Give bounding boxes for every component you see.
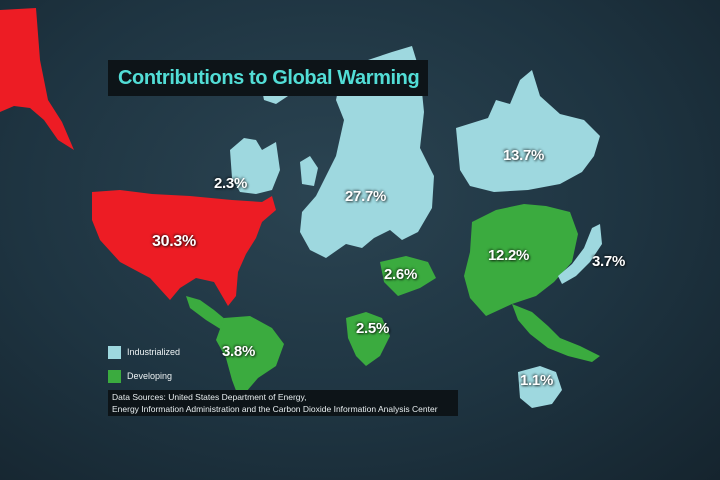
- region-china: [464, 204, 578, 316]
- map-title: Contributions to Global Warming: [118, 66, 420, 89]
- legend-swatch-industrialized: [108, 345, 121, 359]
- legend: Industrialized Developing: [108, 344, 180, 392]
- source-line-2: Energy Information Administration and th…: [112, 404, 438, 414]
- label-australia: 1.1%: [520, 372, 553, 389]
- region-russia: [456, 70, 600, 192]
- source-line-1: Data Sources: United States Department o…: [112, 392, 307, 402]
- region-alaska: [0, 8, 74, 150]
- data-source-note: Data Sources: United States Department o…: [108, 390, 458, 416]
- region-central-america: [186, 296, 226, 330]
- label-usa: 30.3%: [152, 233, 196, 250]
- title-banner: Contributions to Global Warming: [108, 60, 428, 96]
- legend-label-developing: Developing: [127, 371, 173, 381]
- region-africa: [346, 312, 390, 366]
- label-japan: 3.7%: [592, 253, 625, 270]
- legend-swatch-developing: [108, 369, 121, 383]
- region-canada: [230, 138, 280, 194]
- label-middle-east: 2.6%: [384, 266, 417, 283]
- region-japan: [558, 224, 602, 284]
- region-australia: [518, 366, 562, 408]
- label-russia: 13.7%: [503, 147, 545, 164]
- region-middle-east: [380, 256, 436, 296]
- region-southeast-asia: [512, 304, 600, 362]
- legend-label-industrialized: Industrialized: [127, 347, 181, 357]
- region-usa: [92, 190, 276, 306]
- label-europe: 27.7%: [345, 188, 387, 205]
- label-africa: 2.5%: [356, 320, 389, 337]
- region-europe: [300, 46, 434, 258]
- legend-item-industrialized: Industrialized: [108, 344, 180, 360]
- label-china: 12.2%: [488, 247, 530, 264]
- label-canada: 2.3%: [214, 175, 247, 192]
- legend-item-developing: Developing: [108, 368, 180, 384]
- region-south-america: [216, 316, 284, 396]
- label-south-america: 3.8%: [222, 343, 255, 360]
- region-uk: [300, 156, 318, 186]
